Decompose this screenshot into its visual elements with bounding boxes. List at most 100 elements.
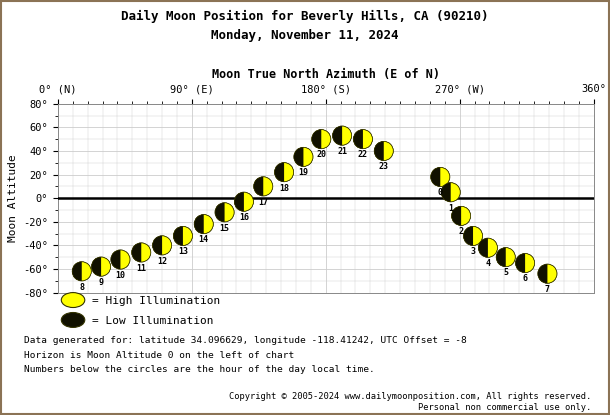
Ellipse shape — [464, 227, 483, 245]
Ellipse shape — [332, 126, 351, 145]
Ellipse shape — [312, 129, 331, 149]
Text: Personal non commercial use only.: Personal non commercial use only. — [418, 403, 592, 413]
Ellipse shape — [173, 227, 192, 245]
Text: = High Illumination: = High Illumination — [92, 296, 220, 306]
Text: 12: 12 — [157, 257, 167, 266]
Wedge shape — [448, 205, 461, 226]
Text: 2: 2 — [459, 227, 464, 236]
Ellipse shape — [515, 254, 534, 273]
Text: Horizon is Moon Altitude 0 on the left of chart: Horizon is Moon Altitude 0 on the left o… — [24, 351, 295, 360]
Text: 19: 19 — [298, 168, 309, 177]
Text: 0: 0 — [438, 188, 443, 197]
Text: 22: 22 — [358, 151, 368, 159]
Ellipse shape — [274, 163, 293, 182]
Ellipse shape — [497, 248, 515, 267]
Ellipse shape — [375, 142, 393, 161]
Text: 1: 1 — [448, 204, 453, 212]
Wedge shape — [437, 182, 451, 203]
Wedge shape — [128, 242, 142, 263]
Ellipse shape — [464, 227, 483, 245]
Ellipse shape — [497, 248, 515, 267]
Ellipse shape — [215, 203, 234, 222]
Wedge shape — [271, 162, 284, 183]
Ellipse shape — [515, 254, 534, 273]
Wedge shape — [250, 176, 264, 197]
Ellipse shape — [61, 312, 85, 327]
Wedge shape — [350, 129, 363, 150]
Ellipse shape — [72, 262, 91, 281]
Text: 17: 17 — [258, 198, 268, 207]
Ellipse shape — [294, 147, 313, 166]
Wedge shape — [211, 202, 224, 223]
Ellipse shape — [194, 215, 213, 234]
Ellipse shape — [234, 192, 253, 211]
Text: 10: 10 — [115, 271, 126, 280]
Text: 3: 3 — [470, 247, 476, 256]
Wedge shape — [149, 235, 162, 256]
Ellipse shape — [478, 238, 497, 257]
Text: Numbers below the circles are the hour of the day local time.: Numbers below the circles are the hour o… — [24, 365, 375, 374]
Ellipse shape — [478, 238, 497, 257]
Ellipse shape — [72, 262, 91, 281]
Text: 16: 16 — [239, 213, 249, 222]
Text: 20: 20 — [316, 151, 326, 159]
Ellipse shape — [152, 236, 171, 255]
Text: 7: 7 — [545, 285, 550, 294]
Ellipse shape — [254, 177, 273, 196]
Text: 18: 18 — [279, 183, 289, 193]
Ellipse shape — [431, 167, 450, 186]
Text: = Low Illumination: = Low Illumination — [92, 316, 213, 326]
Text: 15: 15 — [220, 224, 229, 233]
Ellipse shape — [431, 167, 450, 186]
Wedge shape — [492, 247, 506, 268]
Ellipse shape — [132, 243, 151, 262]
Ellipse shape — [194, 215, 213, 234]
Wedge shape — [512, 253, 525, 273]
Wedge shape — [290, 146, 303, 167]
Ellipse shape — [132, 243, 151, 262]
Text: 9: 9 — [99, 278, 104, 287]
Wedge shape — [370, 140, 384, 161]
Wedge shape — [88, 256, 101, 277]
Ellipse shape — [353, 129, 373, 149]
Ellipse shape — [111, 250, 130, 269]
Ellipse shape — [234, 192, 253, 211]
Ellipse shape — [274, 163, 293, 182]
Text: 8: 8 — [79, 283, 84, 292]
Ellipse shape — [332, 126, 351, 145]
Wedge shape — [427, 166, 440, 188]
Wedge shape — [68, 261, 82, 282]
Ellipse shape — [451, 206, 471, 225]
Ellipse shape — [215, 203, 234, 222]
Ellipse shape — [294, 147, 313, 166]
Ellipse shape — [254, 177, 273, 196]
Ellipse shape — [441, 183, 460, 202]
Wedge shape — [534, 263, 547, 284]
Ellipse shape — [538, 264, 557, 283]
Wedge shape — [329, 125, 342, 146]
Wedge shape — [231, 191, 244, 212]
Ellipse shape — [375, 142, 393, 161]
Text: Monday, November 11, 2024: Monday, November 11, 2024 — [211, 29, 399, 42]
Ellipse shape — [152, 236, 171, 255]
Text: Daily Moon Position for Beverly Hills, CA (90210): Daily Moon Position for Beverly Hills, C… — [121, 10, 489, 24]
Ellipse shape — [92, 257, 110, 276]
Wedge shape — [460, 225, 473, 247]
Text: 4: 4 — [486, 259, 490, 268]
Ellipse shape — [173, 227, 192, 245]
Wedge shape — [170, 225, 183, 247]
Text: 21: 21 — [337, 147, 347, 156]
Wedge shape — [190, 214, 204, 234]
Ellipse shape — [312, 129, 331, 149]
Text: 13: 13 — [178, 247, 188, 256]
Text: 5: 5 — [503, 269, 508, 278]
Text: Data generated for: latitude 34.096629, longitude -118.41242, UTC Offset = -8: Data generated for: latitude 34.096629, … — [24, 336, 467, 345]
Text: 23: 23 — [379, 162, 389, 171]
Wedge shape — [308, 129, 321, 150]
Y-axis label: Moon Altitude: Moon Altitude — [8, 154, 18, 242]
Ellipse shape — [441, 183, 460, 202]
Text: 6: 6 — [523, 274, 528, 283]
Text: 11: 11 — [136, 264, 146, 273]
Ellipse shape — [353, 129, 373, 149]
Text: 14: 14 — [199, 235, 209, 244]
